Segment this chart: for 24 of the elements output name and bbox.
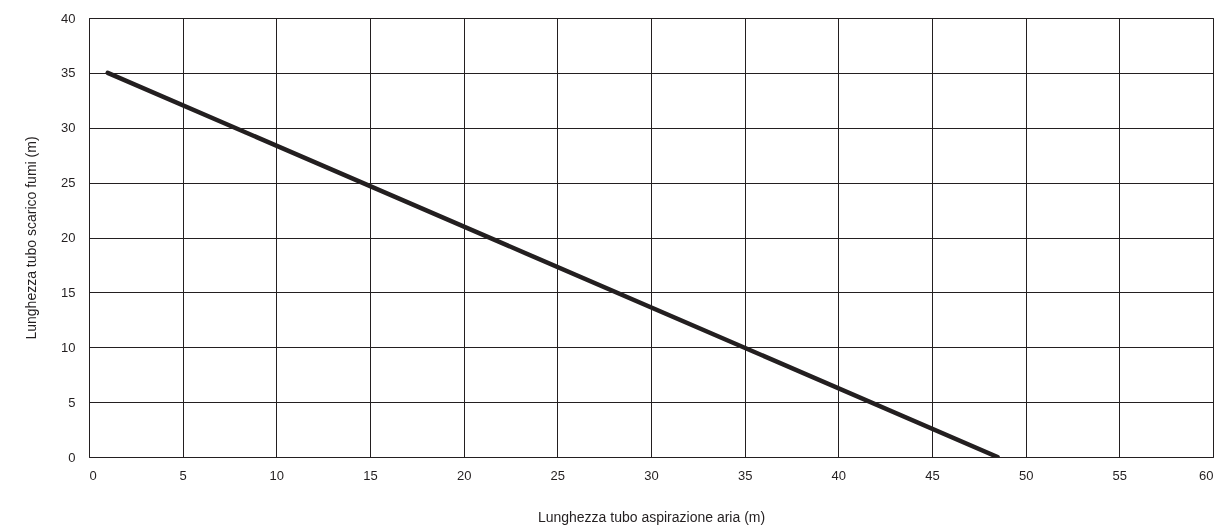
y-tick-label: 10 [61, 339, 76, 355]
y-tick-label: 0 [68, 449, 76, 465]
y-tick-label: 15 [61, 284, 76, 300]
y-axis-title: Lunghezza tubo scarico fumi (m) [23, 136, 40, 340]
x-tick-label: 15 [363, 467, 378, 483]
y-tick-label: 5 [68, 394, 76, 410]
x-tick-label: 10 [269, 467, 285, 483]
x-tick-label: 60 [1199, 467, 1214, 483]
y-tick-label: 40 [61, 10, 76, 26]
y-tick-label: 20 [61, 230, 76, 245]
x-tick-label: 0 [89, 467, 97, 483]
x-tick-label: 25 [550, 467, 566, 483]
x-tick-label: 50 [1018, 467, 1034, 483]
x-tick-label: 5 [179, 467, 187, 483]
x-tick-label: 20 [456, 467, 472, 483]
x-tick-label: 35 [737, 467, 753, 483]
y-tick-label: 25 [61, 175, 76, 191]
x-tick-label: 30 [644, 467, 659, 483]
x-tick-label: 45 [925, 467, 940, 483]
x-tick-label: 55 [1112, 467, 1128, 483]
y-tick-label: 30 [61, 120, 76, 136]
x-axis-title: Lunghezza tubo aspirazione aria (m) [537, 508, 766, 525]
y-tick-label: 35 [61, 65, 76, 81]
x-tick-label: 40 [831, 467, 847, 483]
